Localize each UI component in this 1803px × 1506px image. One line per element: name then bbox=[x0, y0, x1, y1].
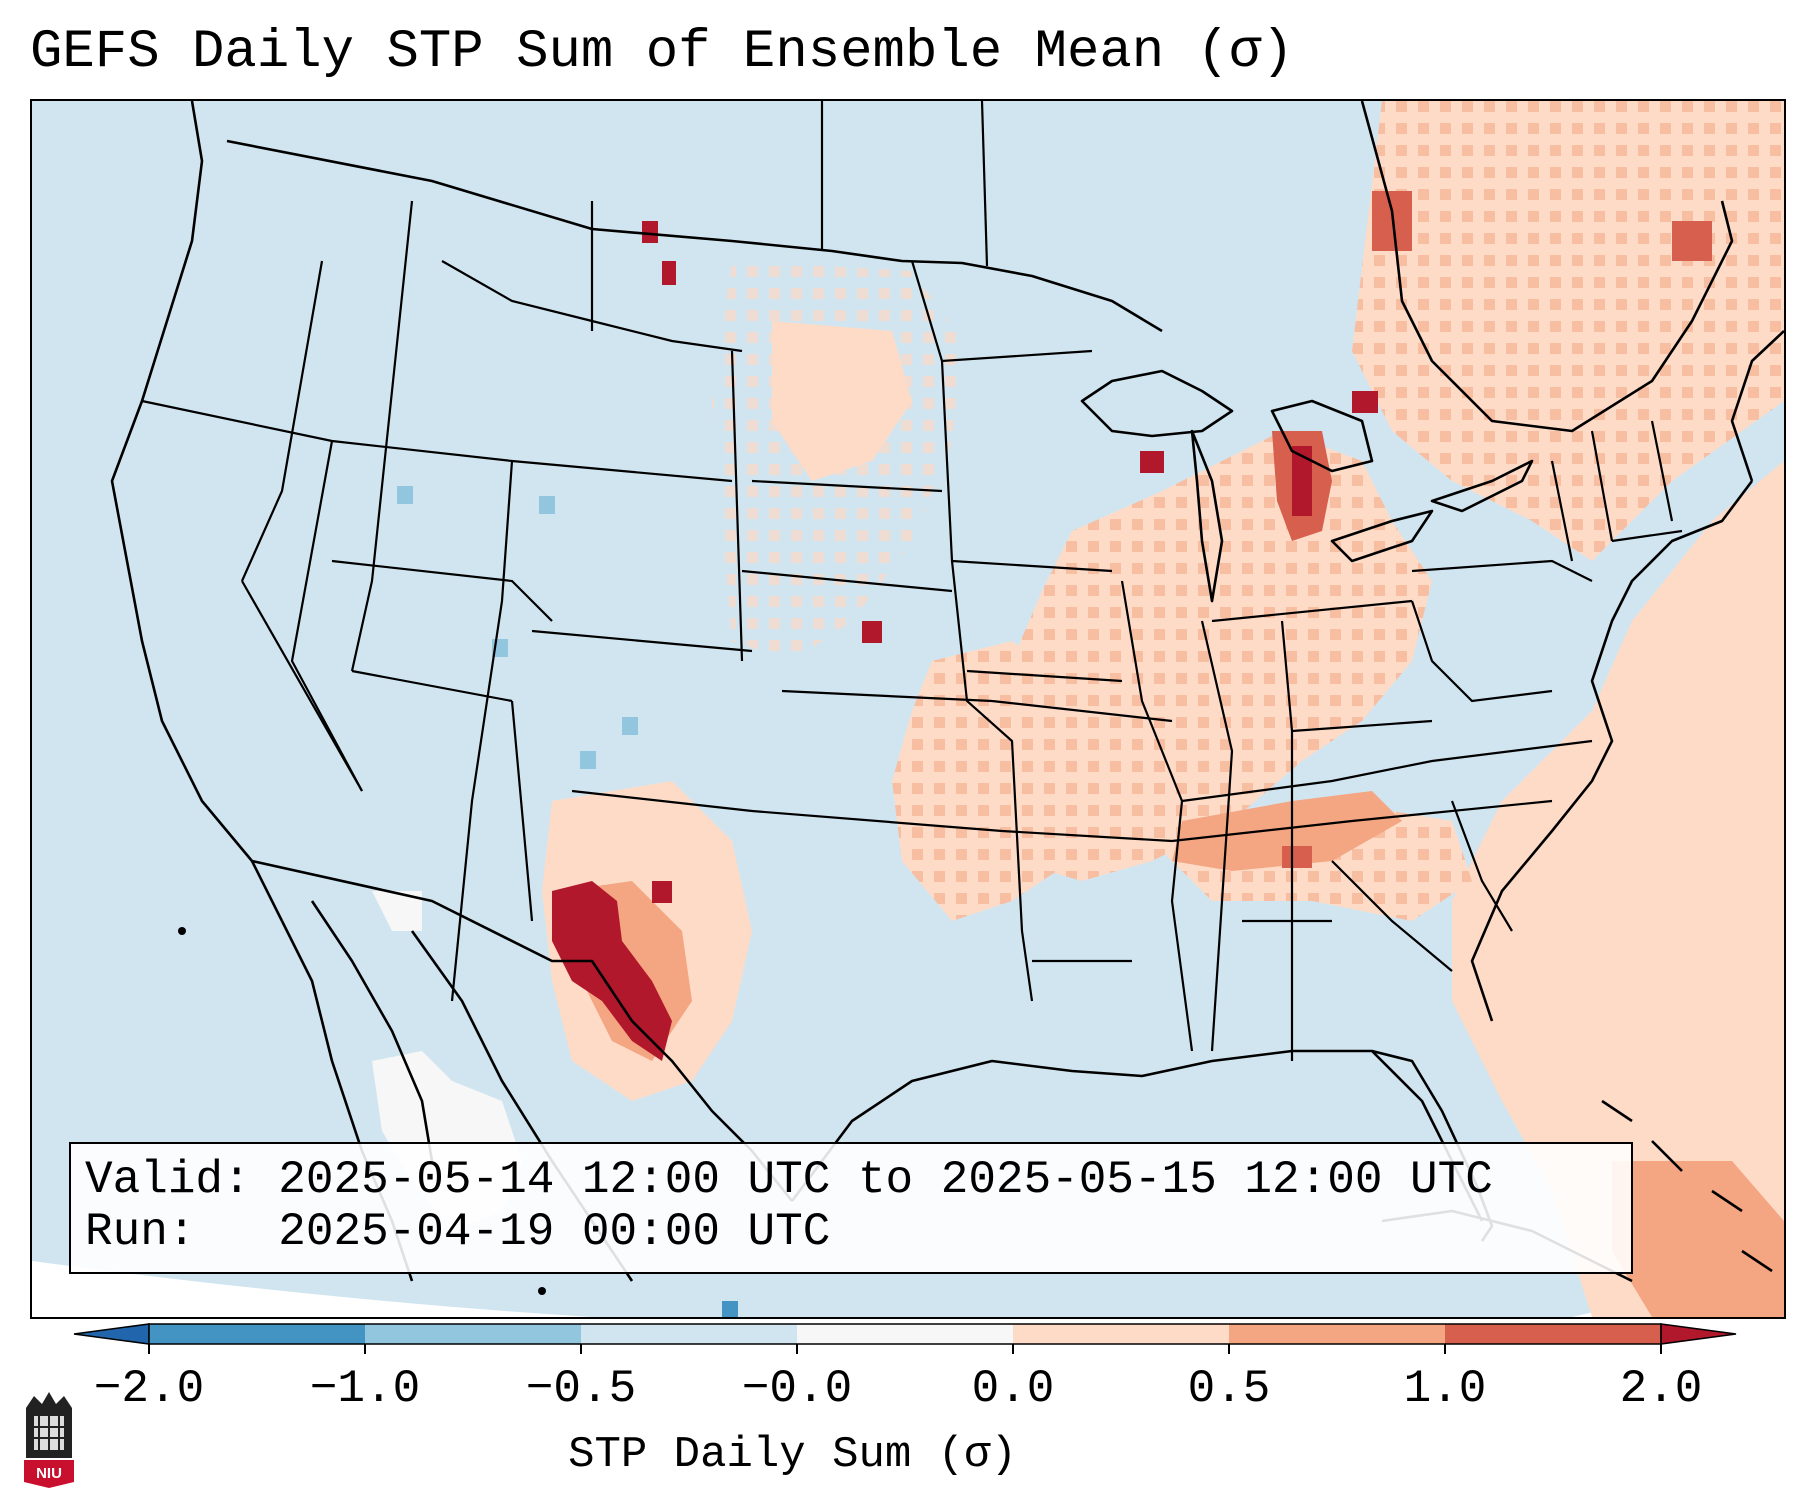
valid-label: Valid: bbox=[85, 1154, 251, 1206]
southwest-hotspot bbox=[552, 881, 672, 1061]
colorbar-tick-label: 2.0 bbox=[1619, 1363, 1703, 1415]
colorbar-over-extension bbox=[1660, 1323, 1737, 1345]
colorbar-tick-label: 1.0 bbox=[1403, 1363, 1487, 1415]
kentucky-moderate-band bbox=[1172, 791, 1402, 871]
colorbar-bin-4 bbox=[1229, 1324, 1445, 1344]
run-line: Run: 2025-04-19 00:00 UTC bbox=[85, 1206, 830, 1258]
state-boundaries bbox=[141, 101, 1683, 1061]
negative-cell-6 bbox=[722, 1301, 738, 1317]
colorbar-bin-5 bbox=[1445, 1324, 1661, 1344]
negative-cell-4 bbox=[622, 717, 638, 735]
colorbar-tick-label: −1.0 bbox=[309, 1363, 421, 1415]
montana-hotspot-1 bbox=[642, 221, 658, 243]
chart-title: GEFS Daily STP Sum of Ensemble Mean (σ) bbox=[30, 22, 1294, 83]
plains-hotspot-1 bbox=[862, 621, 882, 643]
quebec-hotspot bbox=[1352, 391, 1378, 413]
colorbar-bin-neutral bbox=[797, 1324, 1013, 1344]
wisconsin-hotspot bbox=[1140, 451, 1164, 473]
niu-logo-icon: NIU bbox=[24, 1392, 74, 1488]
arizona-neutral-region bbox=[372, 891, 422, 931]
projection-edge-left bbox=[32, 1261, 592, 1317]
run-time: 2025-04-19 00:00 UTC bbox=[278, 1206, 831, 1258]
plains-hotspot-2 bbox=[652, 881, 672, 903]
colorbar-bin-0 bbox=[149, 1324, 365, 1344]
colorbar-tick-label: −2.0 bbox=[93, 1363, 205, 1415]
kentucky-hotspot bbox=[1282, 846, 1312, 868]
colorbar bbox=[0, 1320, 1803, 1360]
colorbar-bin-3 bbox=[1013, 1324, 1229, 1344]
michigan-core bbox=[1292, 446, 1312, 516]
canada-hotspot-2 bbox=[1672, 221, 1712, 261]
colorbar-tick-label: 0.0 bbox=[971, 1363, 1055, 1415]
run-label: Run: bbox=[85, 1206, 196, 1258]
colorbar-bin-2 bbox=[581, 1324, 797, 1344]
plains-positive-region bbox=[892, 641, 1112, 921]
map-svg bbox=[32, 101, 1784, 1317]
colorbar-tick-label: −0.0 bbox=[741, 1363, 853, 1415]
caribbean-moderate-region bbox=[1612, 1161, 1784, 1317]
colorbar-tick-label: 0.5 bbox=[1187, 1363, 1271, 1415]
colorbar-tick-label: −0.5 bbox=[525, 1363, 637, 1415]
island-marker-2 bbox=[538, 1287, 546, 1295]
map-panel: Valid: 2025-05-14 12:00 UTC to 2025-05-1… bbox=[30, 99, 1786, 1319]
colorbar-under-extension bbox=[73, 1323, 150, 1345]
negative-cell-2 bbox=[539, 496, 555, 514]
montana-hotspot-2 bbox=[662, 261, 676, 285]
island-marker-1 bbox=[178, 927, 186, 935]
negative-cell-5 bbox=[580, 751, 596, 769]
coastlines-borders bbox=[110, 101, 1784, 1283]
valid-range: 2025-05-14 12:00 UTC to 2025-05-15 12:00… bbox=[278, 1154, 1493, 1206]
colorbar-bin-1 bbox=[365, 1324, 581, 1344]
logo-text: NIU bbox=[36, 1465, 62, 1482]
niu-logo: NIU bbox=[20, 1390, 78, 1490]
info-box: Valid: 2025-05-14 12:00 UTC to 2025-05-1… bbox=[69, 1142, 1633, 1274]
valid-line: Valid: 2025-05-14 12:00 UTC to 2025-05-1… bbox=[85, 1154, 1493, 1206]
northern-plains-core bbox=[772, 321, 912, 481]
negative-cell-1 bbox=[397, 486, 413, 504]
northeast-positive-region bbox=[1352, 101, 1784, 561]
colorbar-ticks bbox=[148, 1344, 1662, 1354]
colorbar-label: STP Daily Sum (σ) bbox=[568, 1430, 1017, 1480]
atlantic-positive-region bbox=[1452, 461, 1784, 1317]
